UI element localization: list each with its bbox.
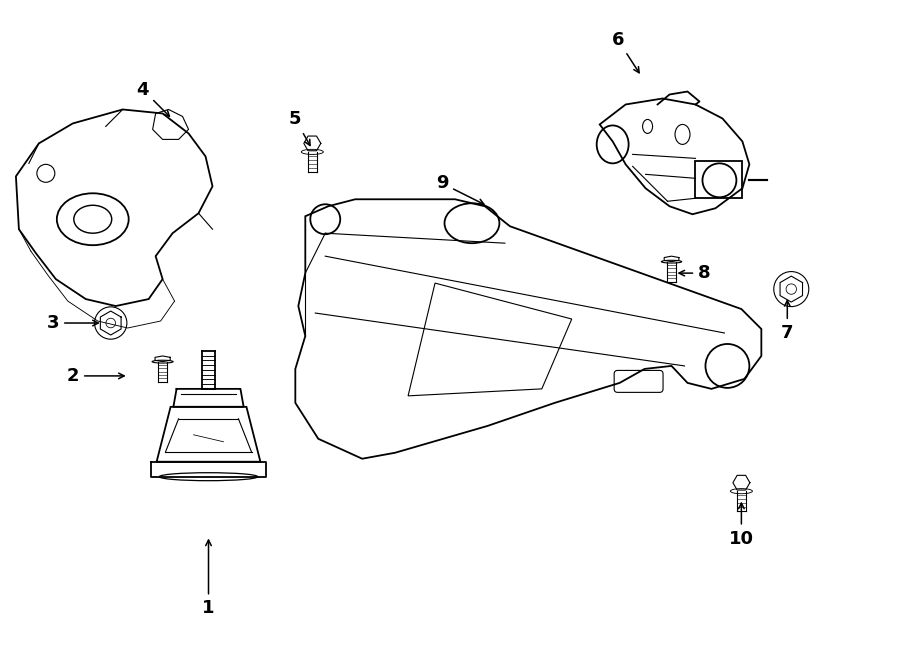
Text: 8: 8 bbox=[679, 264, 711, 282]
Text: 3: 3 bbox=[47, 314, 98, 332]
Text: 9: 9 bbox=[436, 175, 484, 204]
Text: 1: 1 bbox=[202, 540, 215, 617]
Text: 10: 10 bbox=[729, 503, 754, 547]
Text: 7: 7 bbox=[781, 301, 794, 342]
Text: 6: 6 bbox=[611, 30, 639, 73]
Text: 4: 4 bbox=[137, 81, 169, 116]
Text: 5: 5 bbox=[289, 110, 310, 145]
Text: 2: 2 bbox=[67, 367, 124, 385]
